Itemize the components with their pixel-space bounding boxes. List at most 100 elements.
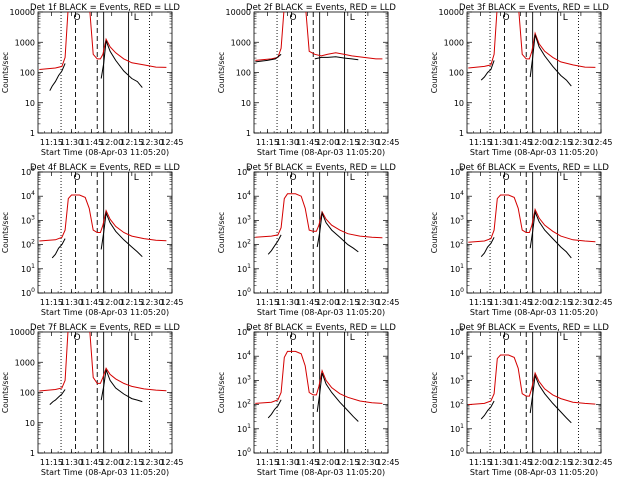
- y-tick-label: 1: [459, 129, 464, 138]
- y-tick-label: 100: [237, 287, 251, 298]
- events-line-seg1: [316, 211, 359, 253]
- panel-det9f: Det 9f BLACK = Events, RED = LLD11:1511:…: [430, 323, 613, 477]
- y-tick-label: 104: [237, 190, 251, 201]
- events-line-seg0: [49, 389, 66, 405]
- y-tick-label: 10: [25, 99, 35, 108]
- plot-frame: [466, 331, 602, 454]
- panel-det3f: Det 3f BLACK = Events, RED = LLD11:1511:…: [430, 3, 613, 157]
- plot-frame: [253, 171, 389, 294]
- x-tick-label: 12:00: [316, 298, 339, 307]
- y-tick-label: 105: [237, 166, 251, 177]
- y-tick-label: 1000: [15, 38, 35, 47]
- y-tick-label: 100: [21, 287, 35, 298]
- x-tick-label: 12:45: [589, 138, 612, 147]
- y-tick-label: 1: [246, 129, 251, 138]
- x-tick-label: 11:30: [276, 298, 299, 307]
- y-tick-exponent: 3: [31, 214, 35, 221]
- y-tick-label: 1: [30, 449, 35, 458]
- top-marker: L: [134, 13, 139, 23]
- x-tick-label: 11:45: [509, 458, 532, 467]
- y-tick-label: 102: [21, 239, 35, 250]
- lld-line-seg0: [468, 12, 596, 69]
- plot-frame: [37, 171, 173, 294]
- y-tick-label: 100: [20, 69, 35, 78]
- y-axis-label: Counts/sec: [430, 52, 439, 93]
- y-tick-exponent: 0: [460, 287, 464, 294]
- x-tick-label: 12:45: [376, 138, 399, 147]
- events-line-seg1: [529, 34, 572, 87]
- y-tick-label: 10: [25, 419, 35, 428]
- panel-det7f: Det 7f BLACK = Events, RED = LLD11:1511:…: [1, 323, 184, 477]
- y-tick-label: 10000: [226, 8, 251, 17]
- y-axis-label: Counts/sec: [430, 372, 439, 413]
- panel-title: Det 5f BLACK = Events, RED = LLD: [246, 163, 396, 173]
- panel-title: Det 8f BLACK = Events, RED = LLD: [246, 323, 396, 333]
- y-tick-label: 1000: [444, 38, 464, 47]
- y-tick-exponent: 2: [247, 239, 251, 246]
- y-axis-label: Counts/sec: [217, 212, 226, 253]
- top-marker: O: [74, 13, 81, 23]
- y-tick-label: 103: [450, 374, 464, 385]
- y-tick-label: 104: [450, 350, 464, 361]
- events-line-seg0: [267, 399, 282, 419]
- x-tick-label: 11:30: [489, 138, 512, 147]
- y-tick-label: 104: [21, 190, 35, 201]
- y-tick-label: 105: [21, 166, 35, 177]
- x-tick-label: 11:30: [60, 138, 83, 147]
- x-tick-label: 12:15: [120, 138, 143, 147]
- y-tick-label: 1000: [231, 38, 251, 47]
- y-tick-exponent: 3: [247, 374, 251, 381]
- x-tick-label: 11:15: [469, 298, 492, 307]
- y-tick-label: 104: [237, 350, 251, 361]
- top-marker: L: [134, 333, 139, 343]
- x-tick-label: 12:45: [589, 298, 612, 307]
- y-tick-exponent: 3: [460, 374, 464, 381]
- y-tick-exponent: 3: [247, 214, 251, 221]
- y-tick-exponent: 5: [460, 166, 464, 173]
- y-tick-label: 10000: [10, 8, 35, 17]
- x-tick-label: 11:45: [80, 298, 103, 307]
- y-tick-label: 104: [450, 190, 464, 201]
- top-marker: L: [134, 173, 139, 183]
- x-tick-label: 11:45: [296, 298, 319, 307]
- plot-frame: [253, 11, 389, 134]
- y-tick-label: 101: [21, 263, 35, 274]
- top-marker: L: [563, 13, 568, 23]
- x-tick-label: 11:45: [296, 458, 319, 467]
- x-tick-label: 11:45: [80, 458, 103, 467]
- y-tick-exponent: 2: [247, 399, 251, 406]
- x-tick-label: 11:15: [469, 458, 492, 467]
- top-marker: O: [503, 173, 510, 183]
- lld-line-seg0: [39, 194, 167, 242]
- x-tick-label: 12:15: [549, 458, 572, 467]
- x-axis-label: Start Time (08-Apr-03 11:05:20): [257, 308, 385, 317]
- y-tick-exponent: 5: [460, 326, 464, 333]
- top-marker: L: [350, 173, 355, 183]
- y-tick-label: 103: [450, 214, 464, 225]
- events-line-seg1: [316, 372, 359, 422]
- y-tick-exponent: 4: [460, 190, 464, 197]
- x-tick-label: 12:30: [569, 458, 592, 467]
- lld-line-seg0: [468, 354, 596, 406]
- y-tick-exponent: 0: [460, 447, 464, 454]
- y-tick-label: 102: [450, 399, 464, 410]
- x-tick-label: 12:15: [549, 298, 572, 307]
- top-marker: O: [290, 173, 297, 183]
- y-tick-exponent: 4: [460, 350, 464, 357]
- lld-line-seg0: [39, 12, 167, 70]
- x-tick-label: 11:15: [40, 458, 63, 467]
- x-tick-label: 12:15: [336, 458, 359, 467]
- x-tick-label: 12:45: [376, 458, 399, 467]
- events-line-seg1: [100, 211, 143, 258]
- y-tick-exponent: 2: [31, 239, 35, 246]
- x-tick-label: 11:15: [40, 138, 63, 147]
- y-tick-label: 100: [450, 447, 464, 458]
- top-marker: L: [350, 13, 355, 23]
- x-tick-label: 12:45: [160, 298, 183, 307]
- y-tick-label: 100: [236, 69, 251, 78]
- panel-title: Det 2f BLACK = Events, RED = LLD: [246, 3, 396, 13]
- x-tick-label: 11:30: [276, 458, 299, 467]
- events-line-seg1: [529, 373, 572, 424]
